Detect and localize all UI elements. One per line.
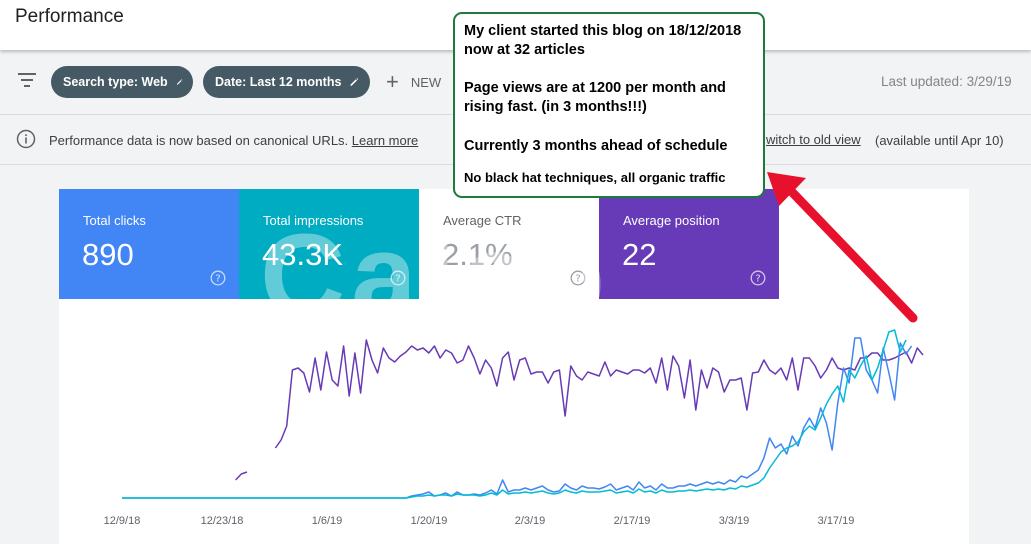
series-line-3 bbox=[122, 329, 907, 499]
metric-total-clicks[interactable]: Total clicks 890 ? bbox=[59, 189, 239, 299]
metric-label: Average CTR bbox=[443, 213, 522, 228]
x-tick-label: 2/3/19 bbox=[515, 515, 546, 527]
x-tick-label: 3/3/19 bbox=[719, 515, 750, 527]
help-icon[interactable]: ? bbox=[390, 270, 406, 286]
metric-value: 43.3K bbox=[262, 237, 344, 272]
metric-average-ctr[interactable]: Average CTR 2.1% ? bbox=[419, 189, 599, 299]
info-icon bbox=[16, 129, 36, 149]
x-tick-label: 12/23/18 bbox=[201, 515, 244, 527]
x-tick-label: 2/17/19 bbox=[614, 515, 651, 527]
search-type-label: Search type: Web bbox=[63, 75, 168, 89]
x-tick-label: 1/6/19 bbox=[312, 515, 343, 527]
filter-bar: Search type: Web Date: Last 12 months + … bbox=[0, 54, 1031, 110]
svg-text:?: ? bbox=[755, 274, 760, 285]
metric-average-position[interactable]: Average position 22 ? bbox=[599, 189, 779, 299]
x-tick-label: 12/9/18 bbox=[104, 515, 141, 527]
metric-total-impressions[interactable]: Total impressions 43.3K ? bbox=[239, 189, 419, 299]
metric-label: Average position bbox=[623, 213, 720, 228]
annotation-line: Currently 3 months ahead of schedule bbox=[464, 138, 728, 154]
metric-label: Total impressions bbox=[263, 213, 364, 228]
help-icon[interactable]: ? bbox=[210, 270, 226, 286]
performance-chart: 12/9/18 12/23/18 1/6/19 1/20/19 2/3/19 2/17/1… bbox=[104, 329, 924, 527]
date-chip[interactable]: Date: Last 12 months bbox=[203, 66, 370, 98]
notice-banner: Performance data is now based on canonic… bbox=[0, 115, 1031, 164]
notice-message: Performance data is now based on canonic… bbox=[49, 133, 349, 148]
metric-value: 2.1% bbox=[442, 237, 513, 272]
svg-text:?: ? bbox=[395, 274, 400, 285]
old-view-link[interactable]: witch to old view bbox=[766, 132, 861, 147]
metric-value: 890 bbox=[82, 237, 134, 272]
pencil-icon bbox=[176, 79, 183, 85]
x-tick-label: 1/20/19 bbox=[411, 515, 448, 527]
search-type-chip[interactable]: Search type: Web bbox=[51, 66, 193, 98]
svg-text:?: ? bbox=[215, 274, 220, 285]
annotation-line: Page views are at 1200 per month and ris… bbox=[464, 80, 726, 115]
metric-label: Total clicks bbox=[83, 213, 146, 228]
svg-text:?: ? bbox=[575, 274, 580, 285]
annotation-line: My client started this blog on 18/12/201… bbox=[464, 23, 742, 58]
metric-value: 22 bbox=[622, 237, 657, 272]
help-icon[interactable]: ? bbox=[570, 270, 586, 286]
learn-more-link[interactable]: Learn more bbox=[351, 133, 419, 148]
notice-text: Performance data is now based on canonic… bbox=[49, 133, 418, 148]
page-title: Performance bbox=[15, 6, 124, 27]
annotation-box: My client started this blog on 18/12/201… bbox=[453, 12, 765, 198]
x-tick-label: 3/17/19 bbox=[818, 515, 855, 527]
plus-icon: + bbox=[386, 69, 399, 94]
date-label: Date: Last 12 months bbox=[215, 75, 342, 89]
new-filter-label: NEW bbox=[410, 74, 442, 90]
series-line-1 bbox=[235, 339, 924, 481]
pencil-icon bbox=[350, 78, 359, 86]
help-icon[interactable]: ? bbox=[750, 270, 766, 286]
annotation-line: No black hat techniques, all organic tra… bbox=[464, 170, 726, 185]
last-updated: Last updated: 3/29/19 bbox=[881, 74, 1012, 89]
new-filter-button[interactable]: + NEW bbox=[386, 66, 441, 98]
available-until: (available until Apr 10) bbox=[875, 133, 1004, 148]
filter-icon[interactable] bbox=[17, 72, 37, 88]
